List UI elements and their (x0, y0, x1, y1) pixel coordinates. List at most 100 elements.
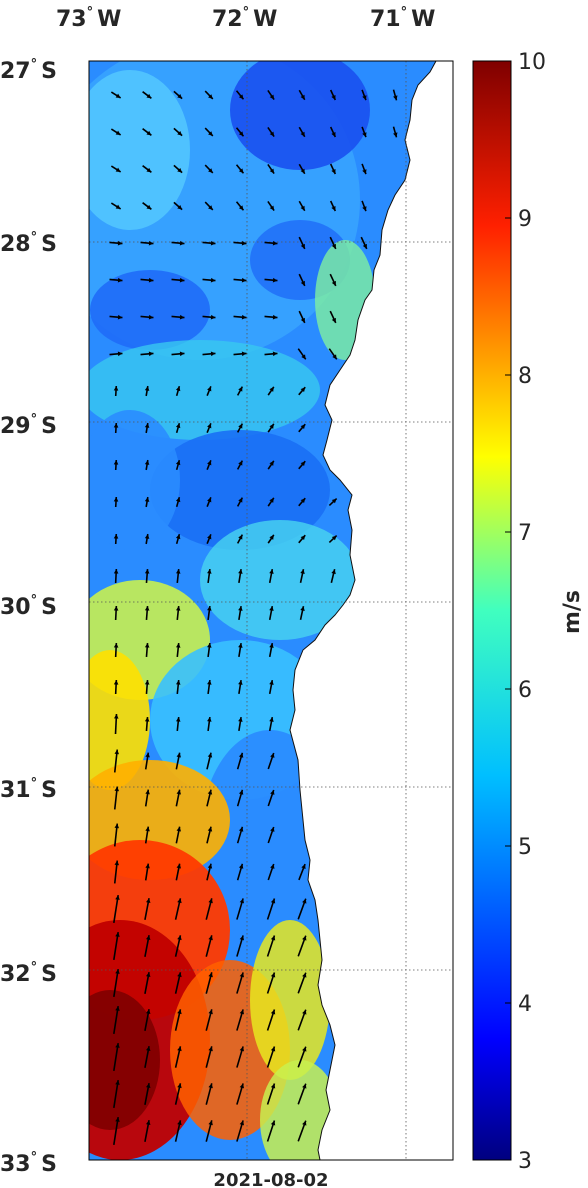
wind-arrow-head (331, 535, 337, 541)
wind-arrow-head (362, 206, 367, 212)
wind-arrow-head (207, 497, 212, 503)
wind-arrow-head (114, 714, 119, 719)
wind-arrow-head (207, 534, 212, 540)
wind-arrow-head (208, 898, 213, 904)
wind-arrow-head (270, 1120, 276, 1126)
colorbar-tick-label: 7 (518, 521, 532, 546)
wind-arrow-head (238, 752, 244, 758)
wind-arrow-head (208, 1120, 213, 1126)
wind-arrow-head (238, 386, 243, 392)
wind-arrow-head (207, 569, 212, 574)
wind-arrow-head (115, 969, 120, 974)
svg-text:28°S: 28° S (0, 230, 57, 257)
wind-arrow-head (269, 717, 274, 722)
wind-arrow-head (269, 569, 274, 574)
wind-arrow-head (148, 351, 154, 357)
wind-arrow-head (270, 1083, 276, 1089)
wind-arrow (113, 969, 119, 997)
wind-arrow-head (269, 497, 274, 503)
wind-arrow-head (207, 386, 212, 392)
wind-arrow-head (269, 168, 275, 174)
wind-arrow-head (177, 168, 183, 173)
wind-arrow-head (239, 1009, 245, 1015)
lon-tick-label: 71 (370, 7, 401, 32)
wind-arrow-head (210, 351, 216, 357)
wind-arrow (113, 1080, 119, 1108)
wind-arrow-head (238, 94, 244, 100)
wind-arrow-head (270, 863, 275, 869)
wind-arrow-head (175, 423, 181, 429)
wind-arrow-head (300, 317, 305, 323)
wind-arrow-head (269, 534, 274, 540)
wind-arrow-head (269, 643, 274, 648)
wind-arrow-head (179, 351, 185, 357)
wind-arrow-head (179, 240, 185, 246)
wind-arrow-head (238, 497, 243, 503)
wind-arrow-head (175, 460, 181, 466)
wind-arrow-head (300, 205, 305, 211)
wind-arrow-head (145, 1083, 151, 1088)
wind-arrow-head (207, 643, 212, 648)
wind-arrow-head (115, 130, 121, 135)
wind-arrow-head (207, 826, 213, 832)
wind-arrow (113, 932, 119, 960)
wind-arrow-head (208, 168, 213, 173)
colorbar-tick-label: 10 (518, 50, 546, 75)
wind-arrow-head (269, 423, 274, 429)
wind-arrow-head (115, 167, 121, 172)
colorbar-tick-label: 9 (518, 207, 532, 232)
wind-arrow-head (177, 205, 183, 210)
wind-arrow-head (239, 935, 245, 941)
wind-arrow-head (238, 826, 244, 832)
wind-arrow-head (331, 131, 336, 137)
colorbar-ticks: 3 4 5 6 7 8 9 10 (505, 50, 546, 1174)
wind-arrow-head (177, 1009, 182, 1015)
wind-arrow-head (207, 460, 212, 466)
wind-arrow-head (300, 168, 305, 174)
wind-arrow-head (113, 534, 119, 539)
wind-arrow-head (241, 351, 247, 357)
wind-arrow-head (176, 569, 181, 574)
wind-arrow-head (300, 387, 306, 393)
wind-arrow-head (113, 680, 119, 685)
svg-text:72°W: 72° W (212, 5, 277, 32)
svg-text:73°W: 73° W (56, 5, 121, 32)
map-date: 2021-08-02 (213, 1170, 328, 1188)
wind-arrow-head (177, 1046, 182, 1052)
wind-arrow-head (117, 240, 123, 246)
wind-arrow-head (269, 131, 275, 137)
wind-arrow-head (302, 1046, 307, 1052)
wind-arrow-head (113, 643, 119, 648)
wind-arrow-head (239, 1083, 245, 1089)
wind-arrow-head (145, 898, 151, 903)
wind-arrow-head (238, 423, 243, 429)
wind-arrow-head (113, 460, 119, 465)
lon-tick-label: 73 (56, 7, 87, 32)
wind-arrow-head (115, 204, 121, 209)
wind-arrow-head (145, 1120, 151, 1125)
wind-arrow-head (238, 643, 243, 648)
colorbar-tick-label: 5 (518, 835, 532, 860)
wind-arrow-head (302, 898, 307, 904)
wind-arrow-head (208, 1009, 213, 1015)
wind-arrow-head (177, 131, 183, 136)
wind-arrow-head (144, 534, 150, 539)
wind-arrow-head (146, 204, 152, 210)
wind-arrow-head (176, 606, 181, 611)
wind-arrow-head (331, 94, 336, 100)
wind-arrow-head (362, 169, 367, 175)
wind-arrow-head (177, 94, 183, 99)
wind-arrow-head (239, 972, 245, 978)
colorbar-unit: m/s (560, 590, 585, 634)
wind-arrow-head (177, 1120, 182, 1126)
wind-arrow-head (146, 167, 152, 173)
wind-arrow-head (144, 569, 150, 574)
land-mask (289, 60, 454, 1161)
wind-arrow-head (393, 132, 398, 138)
wind-arrow-head (175, 534, 181, 540)
wind-arrow-head (114, 823, 120, 829)
wind-arrow-head (208, 131, 213, 136)
wind-arrow-head (113, 606, 119, 611)
wind-arrow-head (145, 972, 151, 977)
wind-arrow (113, 1043, 119, 1071)
